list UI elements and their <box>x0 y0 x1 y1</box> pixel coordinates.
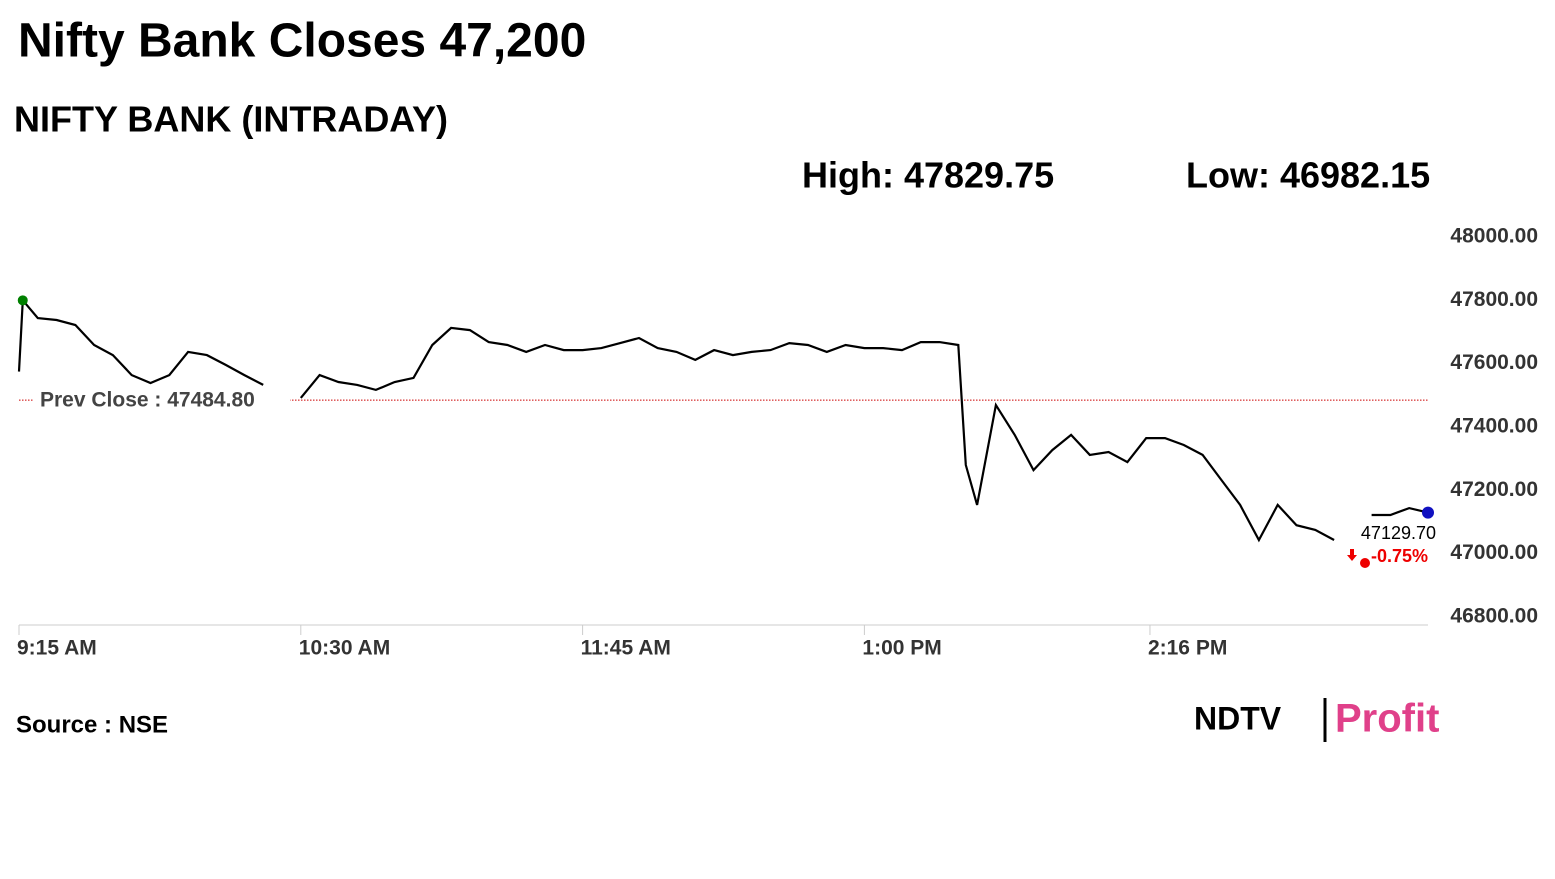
last-value-label: 47129.70 <box>1361 523 1436 543</box>
source: Source : NSE <box>16 711 168 738</box>
logo-profit: Profit <box>1335 697 1439 741</box>
chart-subtitle: NIFTY BANK (INTRADAY) <box>14 99 448 140</box>
logo-ndtv: NDTV <box>1194 700 1282 736</box>
x-tick-label: 10:30 AM <box>299 637 390 660</box>
y-tick-label: 46800.00 <box>1450 605 1538 628</box>
change-dot <box>1360 558 1370 568</box>
prev-close-bg <box>34 387 290 412</box>
low-label: Low: 46982.15 <box>1186 155 1430 196</box>
x-tick-label: 11:45 AM <box>581 637 671 660</box>
y-tick-label: 47200.00 <box>1450 478 1538 501</box>
y-tick-label: 47800.00 <box>1450 288 1538 311</box>
y-tick-label: 47400.00 <box>1450 415 1538 438</box>
x-tick-label: 9:15 AM <box>17 637 97 660</box>
change-label: -0.75% <box>1371 546 1428 566</box>
y-tick-label: 47000.00 <box>1450 541 1538 564</box>
x-tick-label: 1:00 PM <box>862 637 941 660</box>
x-tick-label: 2:16 PM <box>1148 637 1227 660</box>
prev-close-label: Prev Close : 47484.80 <box>40 389 255 412</box>
high-label: High: 47829.75 <box>802 155 1054 196</box>
y-tick-label: 47600.00 <box>1450 351 1538 374</box>
last-dot <box>1422 506 1434 519</box>
open-dot <box>17 295 28 306</box>
chart-title: Nifty Bank Closes 47,200 <box>18 15 586 68</box>
price-line <box>17 297 1429 543</box>
down-arrow <box>1347 549 1357 561</box>
y-tick-label: 48000.00 <box>1450 225 1538 248</box>
